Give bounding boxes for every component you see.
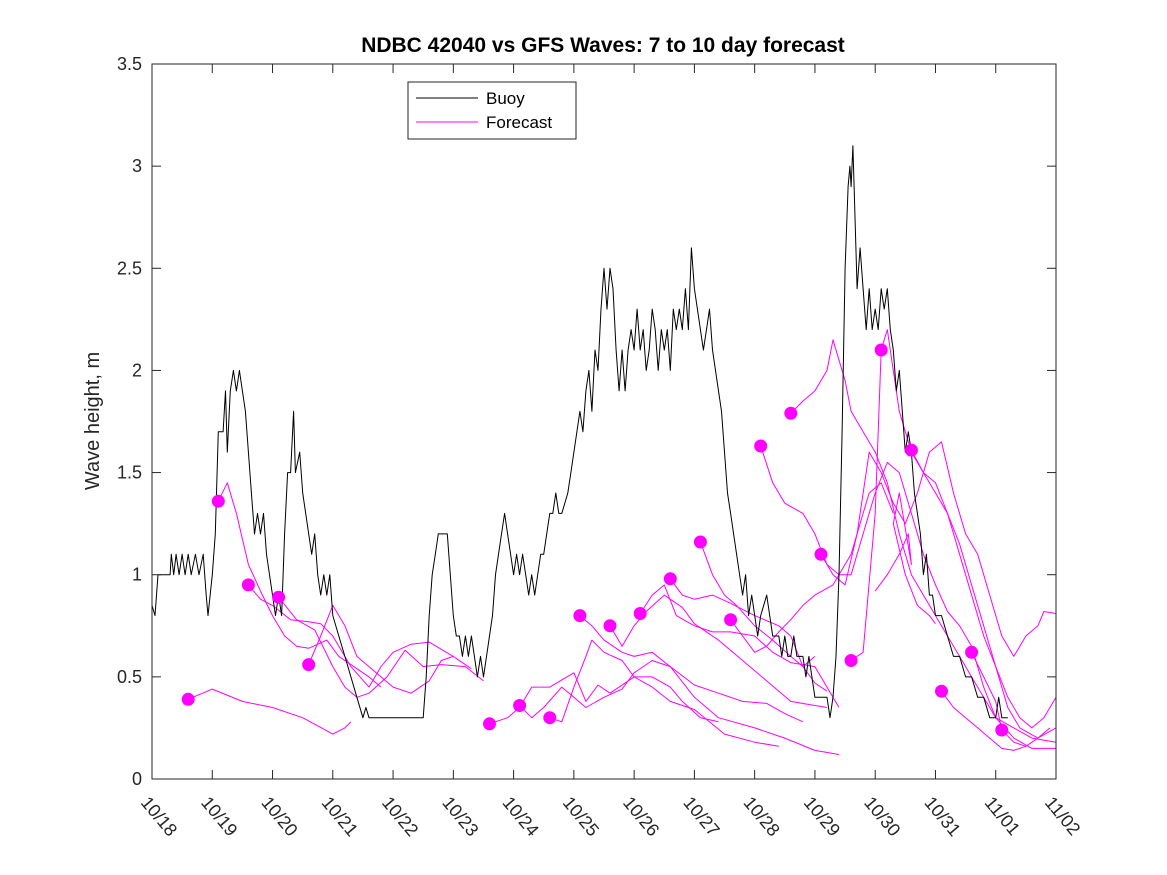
forecast-start-marker-13 [724, 613, 738, 627]
forecast-series-line-13 [699, 541, 828, 692]
forecast-start-marker-7 [543, 711, 557, 725]
forecast-start-marker-6 [513, 699, 527, 712]
series-layer [151, 145, 1057, 755]
forecast-start-marker-2 [241, 578, 255, 592]
forecast-start-marker-19 [904, 443, 918, 457]
forecast-start-marker-1 [211, 494, 225, 508]
chart-title: NDBC 42040 vs GFS Waves: 7 to 10 day for… [361, 34, 845, 57]
y-tick-label: 2.5 [117, 258, 142, 278]
forecast-start-marker-9 [603, 619, 617, 633]
plot-area [151, 145, 1057, 755]
forecast-series-line-8 [549, 639, 719, 723]
forecast-start-marker-10 [633, 607, 647, 620]
forecast-start-marker-8 [573, 609, 587, 623]
forecast-series-line-17 [820, 441, 1057, 657]
forecast-start-marker-15 [784, 406, 798, 420]
forecast-start-marker-16 [814, 547, 828, 561]
axes-box [151, 63, 1057, 780]
forecast-series-line-11 [639, 584, 840, 708]
y-tick-label: 2 [132, 360, 142, 380]
legend-forecast-label: Forecast [486, 113, 552, 132]
forecast-series-line-5 [308, 604, 454, 694]
forecast-start-marker-14 [754, 439, 768, 453]
forecast-start-marker-11 [663, 572, 677, 586]
forecast-series-line-20 [941, 690, 1027, 751]
forecast-series-line-10 [609, 594, 828, 708]
y-axis: 0 0.5 1 1.5 2 2.5 3 3.5 [117, 54, 1056, 789]
y-tick-label: 1 [132, 565, 142, 585]
forecast-start-marker-3 [272, 590, 286, 604]
forecast-start-marker-22 [995, 723, 1009, 737]
forecast-series-line-1 [188, 688, 352, 735]
forecast-series-line-14 [730, 482, 894, 653]
y-tick-label: 0.5 [117, 667, 142, 687]
legend-box [407, 81, 577, 140]
forecast-series-line-19 [910, 449, 1057, 729]
forecast-start-marker-20 [935, 684, 948, 698]
forecast-series-line-3 [248, 584, 472, 688]
forecast-start-marker-4 [302, 658, 316, 672]
forecast-start-marker-12 [693, 535, 707, 549]
forecast-series-line-6 [489, 672, 779, 747]
y-tick-label: 1.5 [117, 463, 142, 483]
forecast-series-line-9 [579, 615, 804, 723]
forecast-series-line-16 [790, 339, 1056, 749]
forecast-start-marker-5 [483, 717, 496, 731]
forecast-series-line-12 [669, 578, 816, 668]
forecast-start-marker-0 [181, 692, 195, 706]
y-tick-label: 3 [132, 156, 142, 176]
legend: Buoy Forecast [407, 81, 577, 140]
forecast-series-line-21 [971, 652, 1051, 747]
forecast-start-marker-17 [844, 654, 858, 667]
forecast-start-marker-21 [965, 645, 979, 659]
y-tick-label: 0 [132, 769, 142, 789]
forecast-series-line-4 [278, 596, 484, 698]
forecast-series-line-22 [874, 492, 936, 625]
legend-buoy-label: Buoy [486, 89, 525, 108]
forecast-start-marker-18 [874, 343, 888, 357]
forecast-series-line-7 [519, 660, 840, 755]
y-tick-label: 3.5 [117, 54, 142, 74]
forecast-series-line-18 [850, 329, 1057, 739]
buoy-series-line [151, 145, 1008, 719]
marker-layer [181, 343, 1009, 737]
y-axis-label: Wave height, m [82, 352, 104, 490]
forecast-series-line-15 [760, 445, 1057, 743]
